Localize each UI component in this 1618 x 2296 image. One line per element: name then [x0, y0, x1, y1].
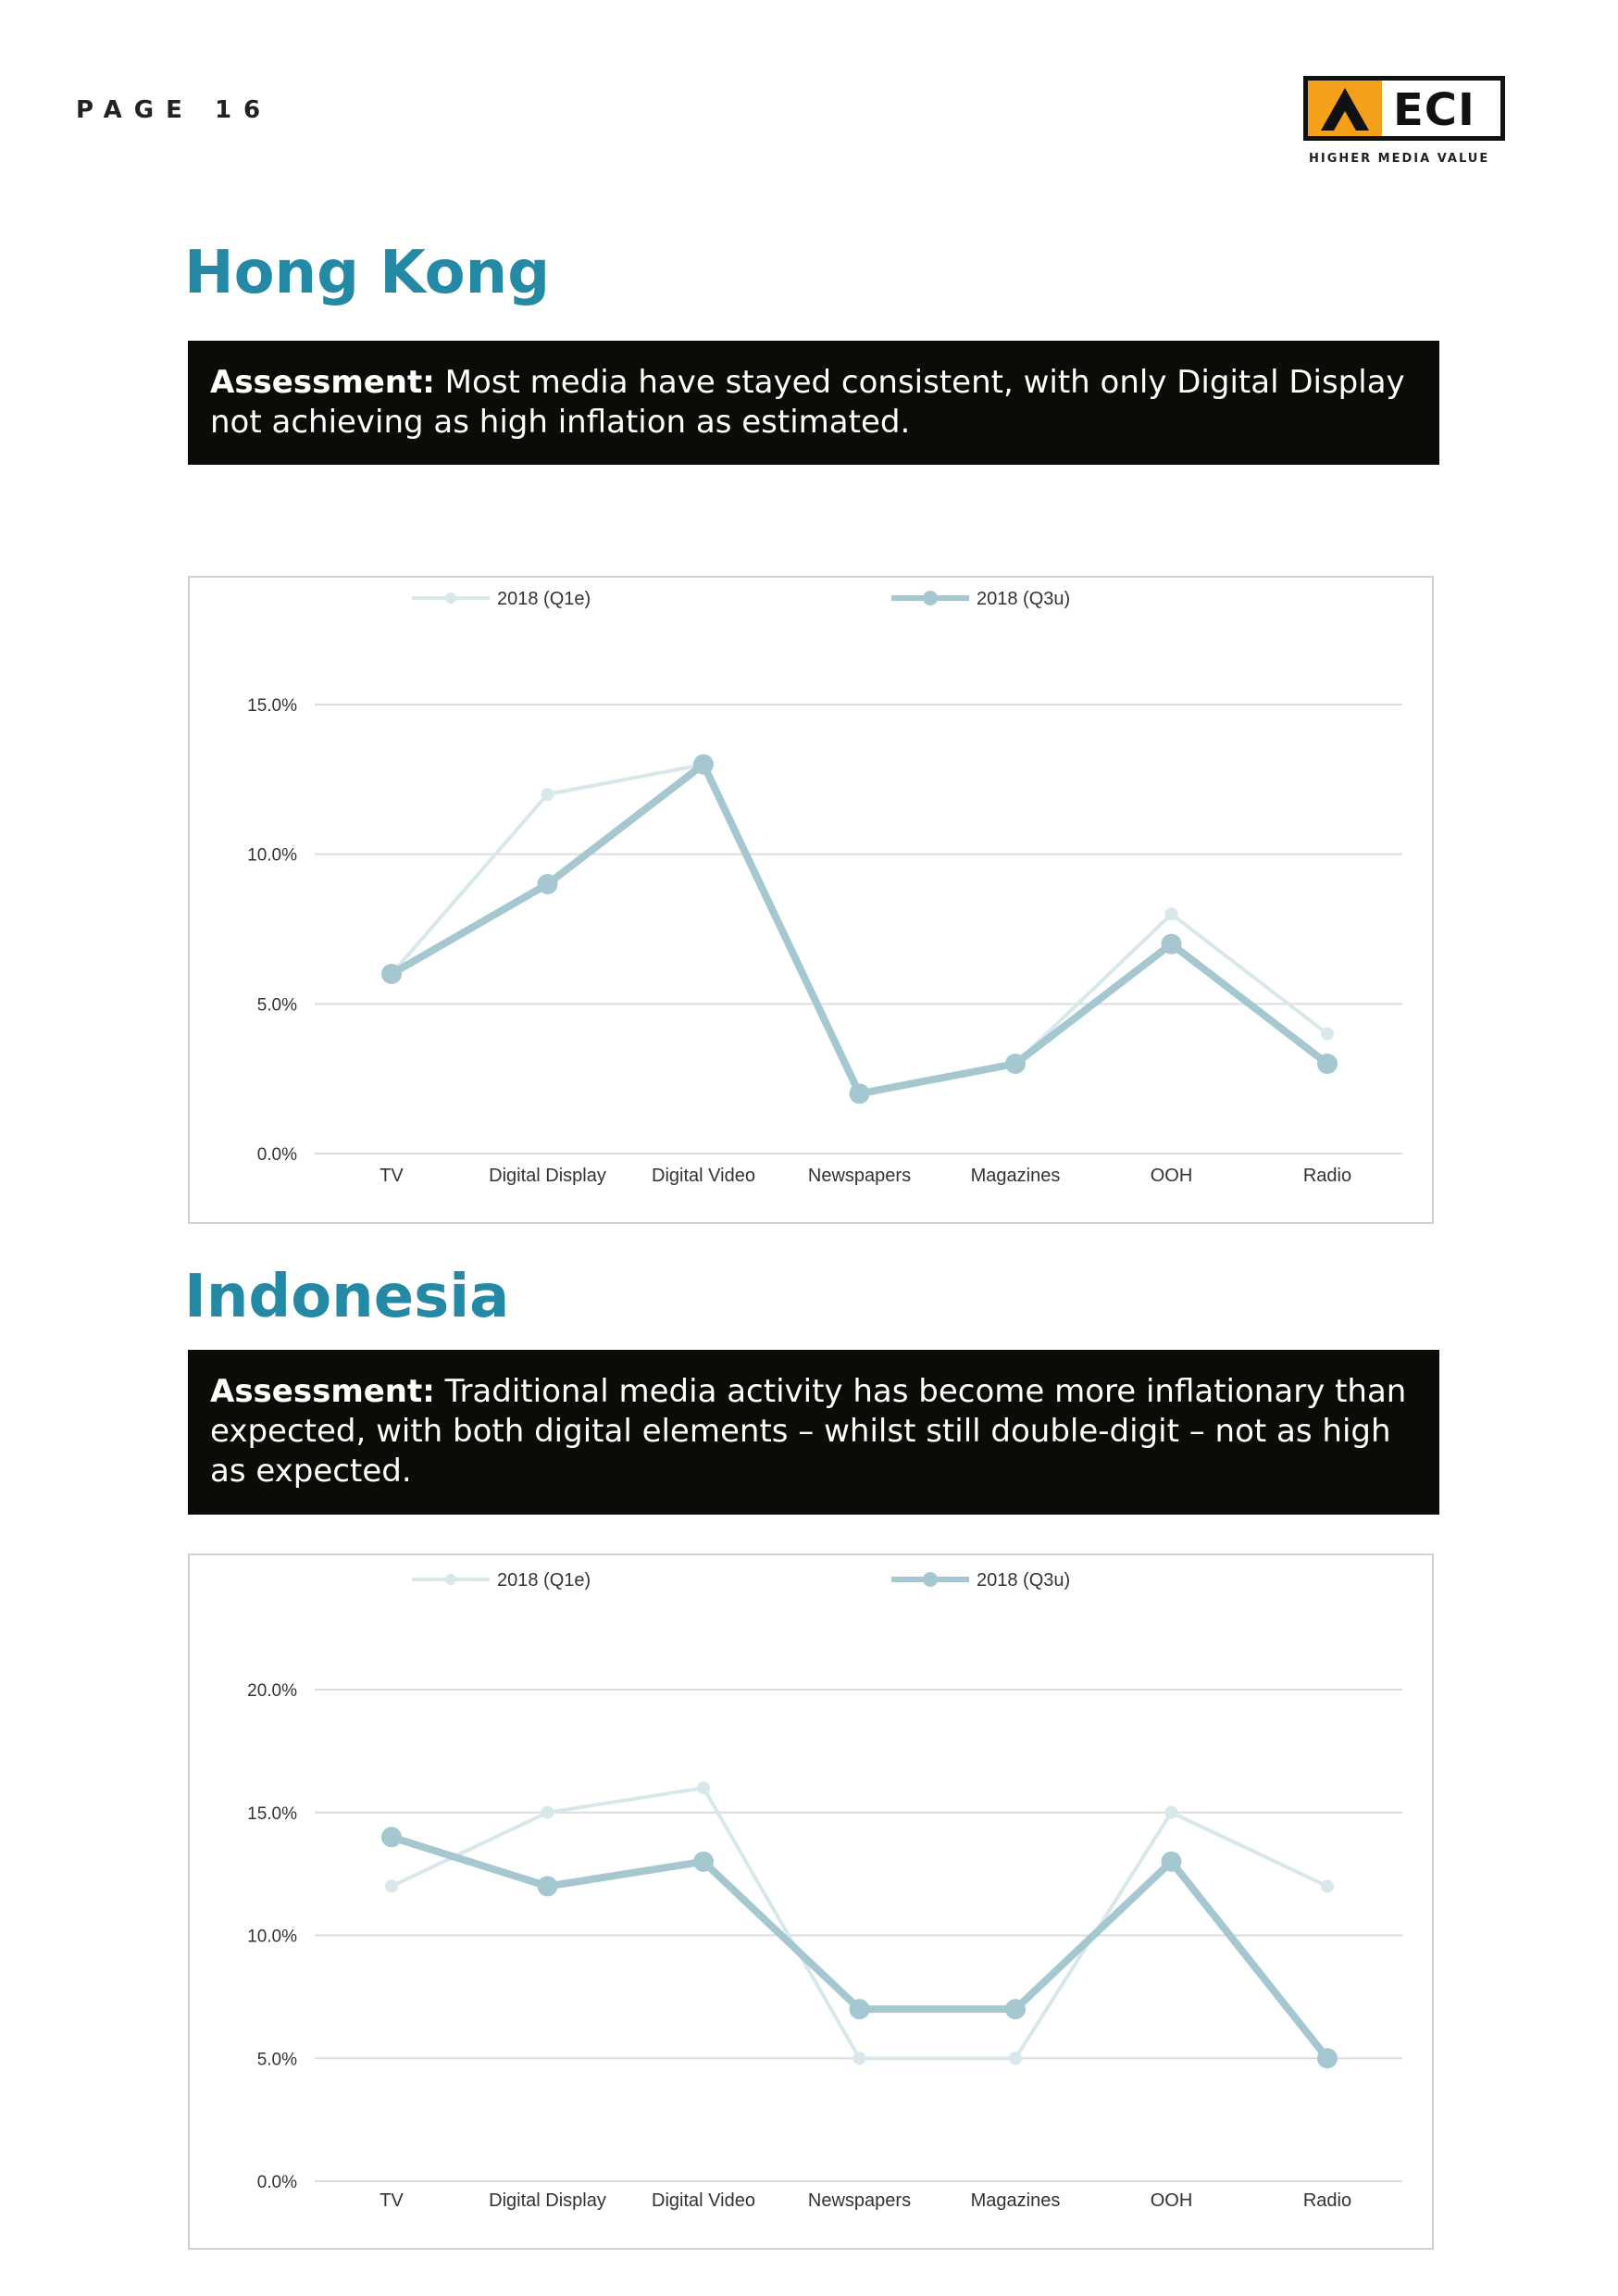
y-tick-label: 15.0%	[247, 696, 297, 716]
logo-wordmark: ECI	[1393, 84, 1475, 136]
x-tick-label: Digital Video	[652, 2190, 755, 2211]
assessment-box-hong-kong: Assessment: Most media have stayed consi…	[188, 341, 1439, 465]
legend-entry: 2018 (Q3u)	[891, 1570, 1070, 1591]
data-point	[381, 964, 402, 984]
legend-swatch-marker	[445, 1574, 456, 1585]
data-point	[697, 1781, 710, 1795]
line-chart-indonesia: 0.0% 5.0% 10.0% 15.0% 20.0% TV Digital Display…	[247, 1570, 1402, 2211]
x-tick-label: Digital Video	[652, 1166, 755, 1186]
data-point	[849, 1999, 870, 2020]
y-tick-label: 10.0%	[247, 1928, 297, 1947]
logo-frame: ECI	[1303, 76, 1505, 141]
x-tick-label: Digital Display	[489, 2190, 606, 2211]
assessment-box-indonesia: Assessment: Traditional media activity h…	[188, 1350, 1439, 1515]
legend-swatch-marker	[923, 1572, 938, 1587]
assessment-text: Most media have stayed consistent, with …	[210, 364, 1405, 441]
assessment-label: Assessment:	[210, 364, 435, 401]
data-point	[1321, 1879, 1334, 1893]
chart-indonesia: 0.0% 5.0% 10.0% 15.0% 20.0% TV Digital Display…	[188, 1554, 1434, 2250]
data-point	[541, 788, 554, 801]
data-point	[1161, 933, 1182, 955]
legend-entry: 2018 (Q3u)	[891, 589, 1070, 609]
legend-label: 2018 (Q1e)	[497, 589, 591, 609]
eci-logo: ECI HIGHER MEDIA VALUE	[1303, 76, 1516, 178]
data-point	[1005, 1999, 1026, 2020]
data-point	[385, 1879, 398, 1893]
legend-swatch-marker	[923, 591, 938, 605]
series-line	[390, 1833, 1331, 2061]
data-point	[537, 1876, 558, 1897]
legend-entry: 2018 (Q1e)	[412, 1570, 591, 1591]
y-tick-label: 20.0%	[247, 1681, 297, 1701]
y-tick-label: 5.0%	[257, 995, 297, 1015]
x-tick-label: Magazines	[971, 2190, 1061, 2211]
page-number: PAGE 16	[76, 96, 273, 124]
y-tick-label: 0.0%	[257, 2173, 297, 2192]
y-tick-label: 5.0%	[257, 2050, 297, 2069]
data-point	[541, 1805, 554, 1819]
data-point	[1164, 907, 1178, 921]
data-point	[537, 874, 558, 894]
section-title-hong-kong: Hong Kong	[184, 239, 550, 307]
line-chart-hong-kong: 0.0% 5.0% 10.0% 15.0% TV Digital Display Digit…	[247, 589, 1402, 1186]
data-point	[1161, 1851, 1182, 1872]
y-tick-label: 10.0%	[247, 846, 297, 866]
data-point	[693, 754, 714, 775]
data-point	[381, 1827, 402, 1848]
x-tick-label: OOH	[1151, 2190, 1193, 2211]
legend-entry: 2018 (Q1e)	[412, 589, 591, 609]
legend-label: 2018 (Q3u)	[977, 589, 1070, 609]
data-point	[1164, 1805, 1178, 1819]
logo-arrow-icon	[1308, 81, 1382, 136]
y-tick-label: 0.0%	[257, 1145, 297, 1165]
x-tick-label: OOH	[1151, 1166, 1193, 1186]
data-point	[1005, 1054, 1026, 1074]
legend-label: 2018 (Q1e)	[497, 1570, 591, 1591]
x-tick-label: Radio	[1303, 2190, 1351, 2211]
x-tick-label: Radio	[1303, 1166, 1351, 1186]
section-title-indonesia: Indonesia	[184, 1263, 510, 1331]
x-tick-label: TV	[380, 1166, 404, 1186]
x-tick-label: Newspapers	[808, 1166, 911, 1186]
x-tick-label: TV	[380, 2190, 404, 2211]
series-line	[390, 762, 1329, 1096]
data-point	[1317, 1054, 1338, 1074]
x-tick-label: Newspapers	[808, 2190, 911, 2211]
chart-hong-kong: 0.0% 5.0% 10.0% 15.0% TV Digital Display Digit…	[188, 576, 1434, 1224]
data-point	[1321, 1027, 1334, 1041]
assessment-label: Assessment:	[210, 1373, 435, 1410]
data-point	[849, 1083, 870, 1104]
logo-tagline: HIGHER MEDIA VALUE	[1309, 152, 1490, 166]
legend-swatch-marker	[445, 593, 456, 604]
data-point	[1317, 2048, 1338, 2069]
data-point	[1009, 2052, 1022, 2065]
x-tick-label: Digital Display	[489, 1166, 606, 1186]
assessment-text: Traditional media activity has become mo…	[210, 1373, 1407, 1490]
data-point	[693, 1851, 714, 1872]
y-tick-label: 15.0%	[247, 1804, 297, 1824]
data-point	[853, 2052, 866, 2065]
legend-label: 2018 (Q3u)	[977, 1570, 1070, 1591]
x-tick-label: Magazines	[971, 1166, 1061, 1186]
